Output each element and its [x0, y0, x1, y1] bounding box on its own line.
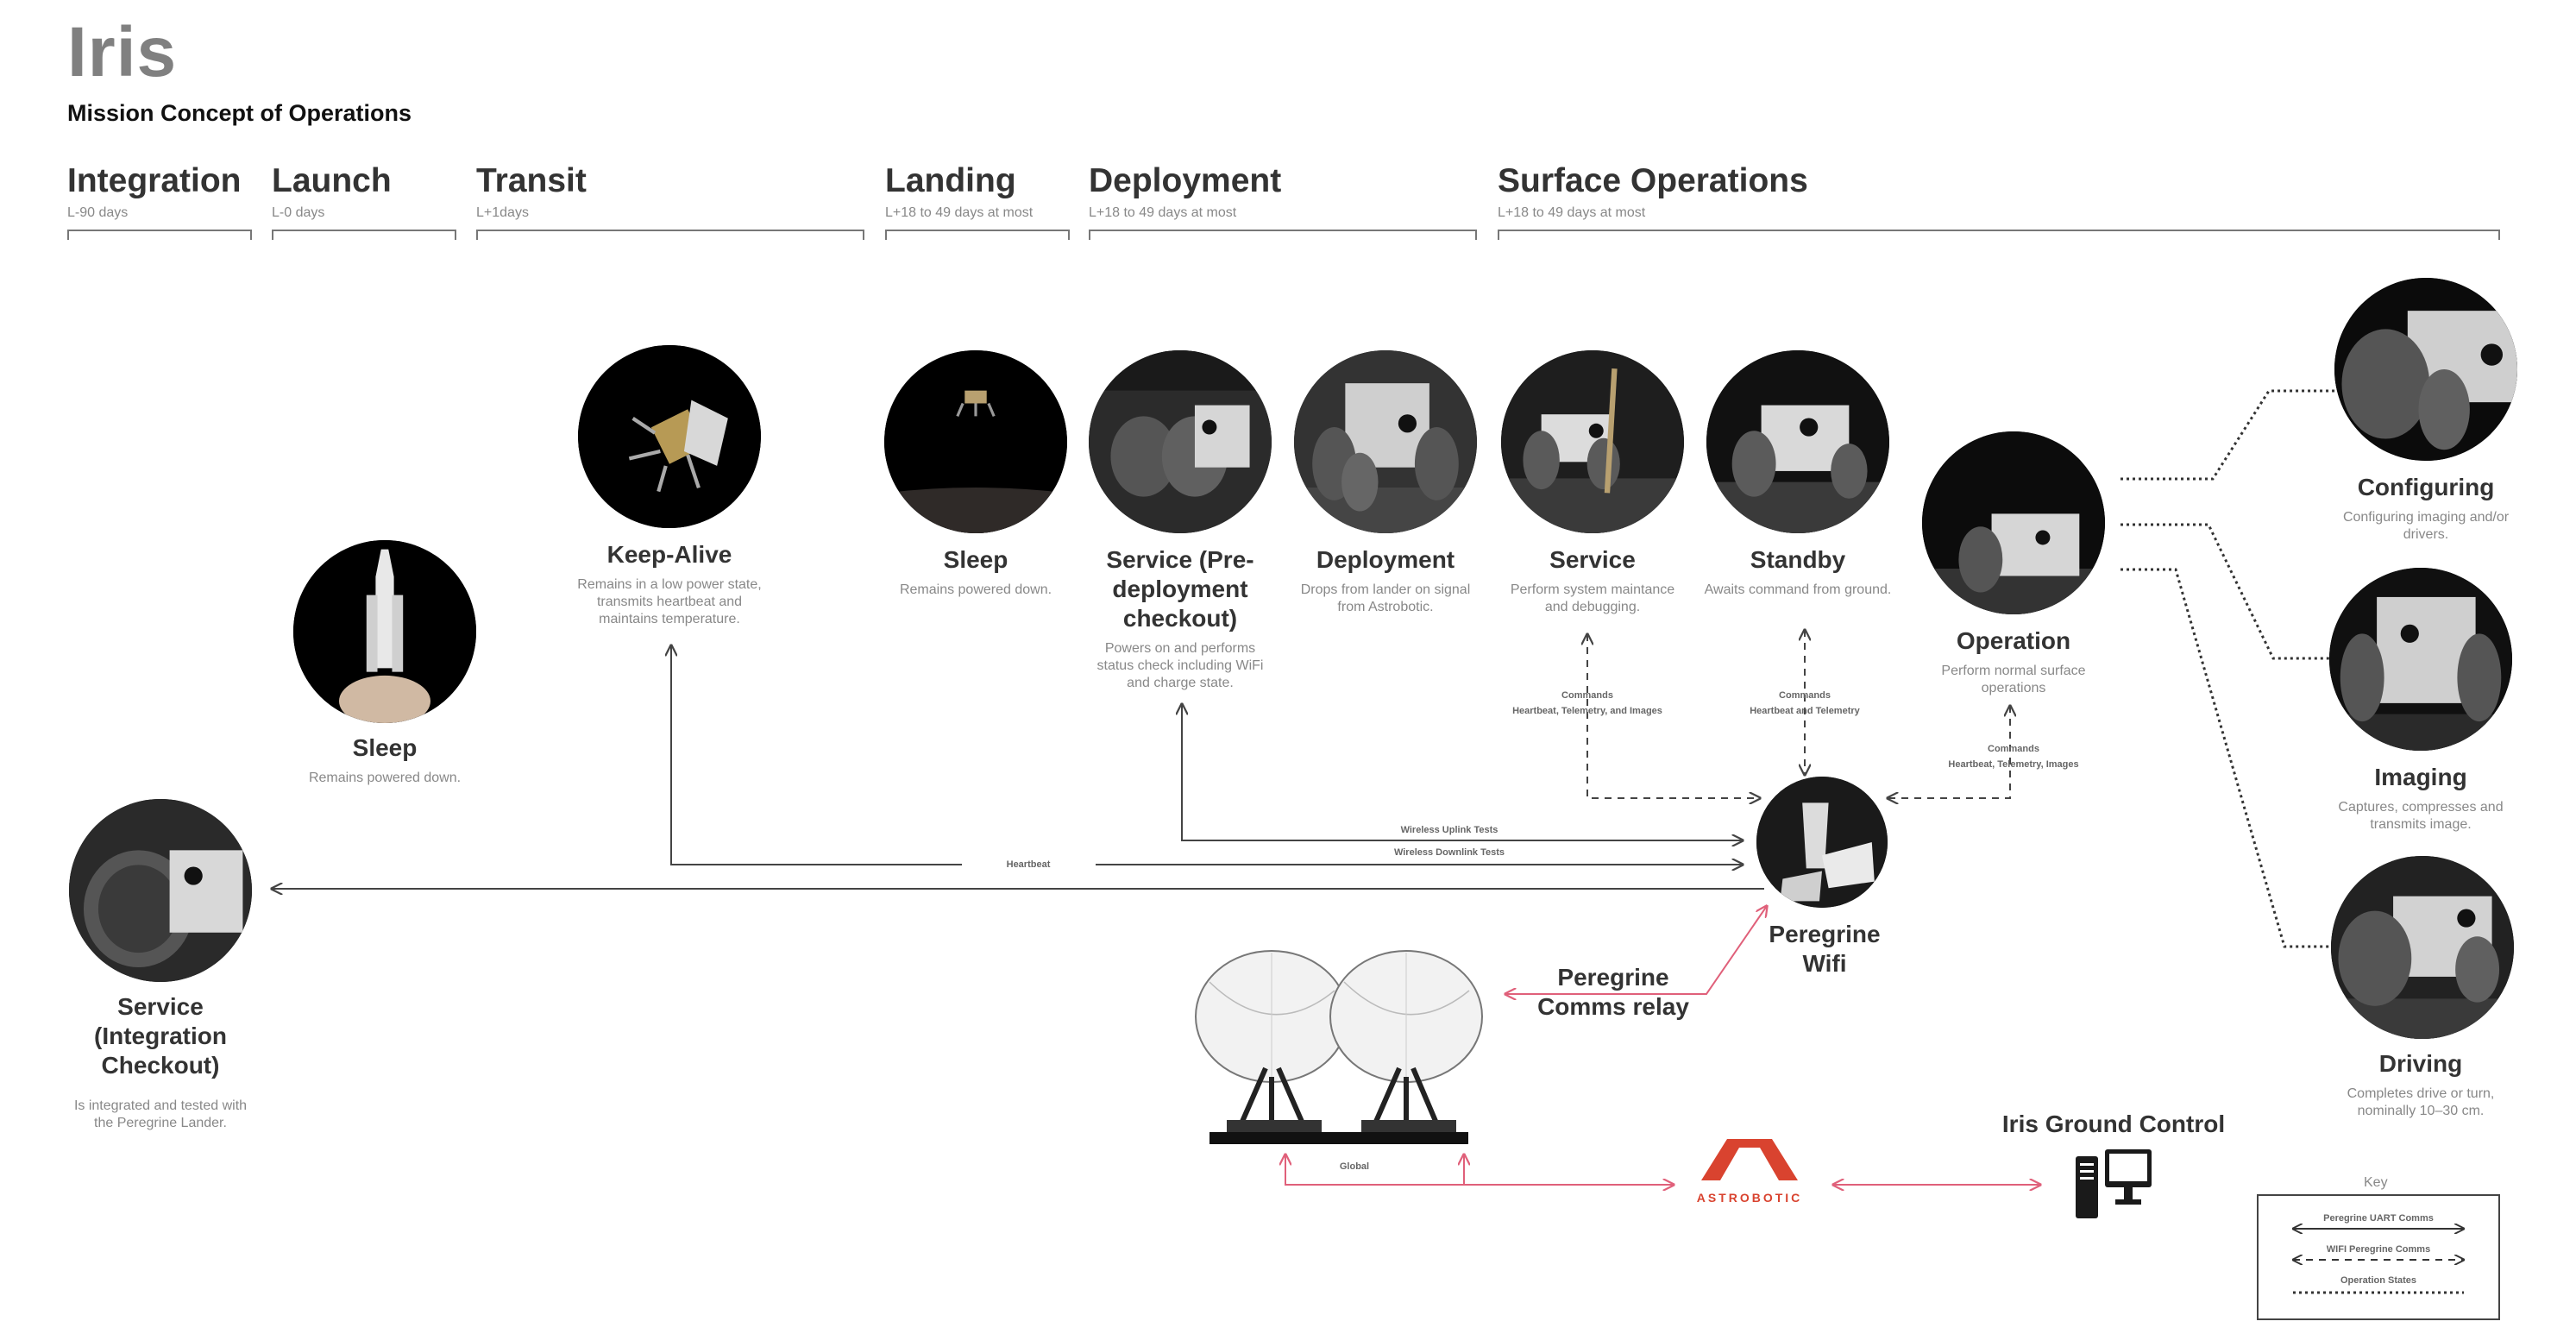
image-imaging — [2329, 568, 2512, 751]
phase-name: Surface Operations — [1498, 162, 1808, 199]
label-heartbeat: Heartbeat — [1006, 859, 1051, 870]
label-service-link: Heartbeat, Telemetry, and Images — [1512, 706, 1662, 716]
label-global: Global — [1339, 1161, 1370, 1172]
title-driving: Driving — [2378, 1050, 2463, 1077]
image-rocket-launch — [293, 540, 476, 723]
desc-driving: Completes drive or turn, nominally 10–30… — [2347, 1086, 2495, 1118]
phase-bracket — [885, 230, 1070, 240]
image-peregrine-wifi — [1756, 777, 1888, 908]
operation-wifi-link — [1888, 706, 2010, 798]
phase-days: L+18 to 49 days at most — [1498, 205, 1646, 220]
state-line-configuring — [2120, 389, 2340, 481]
title-peregrine-wifi: Peregrine Wifi — [1769, 921, 1881, 977]
key-title: Key — [2364, 1175, 2388, 1190]
astrobotic-logo-text: ASTROBOTIC — [1696, 1191, 1803, 1205]
relay-arrow-wifi — [1505, 906, 1767, 994]
phase-bracket — [1498, 230, 2500, 240]
title-sleep-launch: Sleep — [352, 734, 418, 761]
image-driving — [2331, 856, 2514, 1039]
desc-operation: Perform normal surface operations — [1941, 664, 2086, 695]
desc-service-surface: Perform system maintance and debugging. — [1510, 582, 1675, 614]
state-line-imaging — [2120, 523, 2329, 660]
title-sleep-landing: Sleep — [943, 546, 1008, 573]
desc-configuring: Configuring imaging and/or drivers. — [2342, 510, 2510, 542]
desc-sleep-launch: Remains powered down. — [308, 771, 462, 785]
image-operation — [1922, 431, 2105, 614]
desc-service-predeploy: Powers on and performs status check incl… — [1096, 641, 1264, 690]
desc-keep-alive: Remains in a low power state, transmits … — [577, 577, 762, 626]
image-deployment — [1294, 350, 1477, 533]
phase-days: L-90 days — [67, 205, 129, 220]
image-standby — [1706, 350, 1889, 533]
title-deployment: Deployment — [1316, 546, 1455, 573]
computer-icon — [2076, 1149, 2152, 1218]
image-service-integration — [69, 799, 252, 982]
relay-arrow-global — [1285, 1155, 1674, 1185]
heartbeat-line — [671, 645, 962, 865]
title-imaging: Imaging — [2374, 764, 2467, 790]
phase-days: L+18 to 49 days at most — [885, 205, 1034, 220]
label-downlink: Wireless Downlink Tests — [1393, 847, 1505, 858]
title-service-surface: Service — [1549, 546, 1636, 573]
desc-standby: Awaits command from ground. — [1704, 582, 1892, 597]
title-configuring: Configuring — [2357, 474, 2495, 500]
phase-launch: Launch L-0 days — [272, 162, 456, 240]
phase-name: Launch — [272, 162, 392, 199]
desc-deployment: Drops from lander on signal from Astrobo… — [1300, 582, 1471, 614]
phase-bracket — [272, 230, 456, 240]
label-commands-standby: Commands — [1779, 690, 1831, 701]
phase-name: Landing — [885, 162, 1016, 199]
phase-transit: Transit L+1days — [476, 162, 864, 240]
key-label-uart: Peregrine UART Comms — [2323, 1213, 2434, 1224]
key-label-states: Operation States — [2340, 1275, 2417, 1286]
label-commands-operation: Commands — [1988, 744, 2039, 754]
page-subtitle: Mission Concept of Operations — [67, 100, 412, 126]
image-configuring — [2334, 278, 2517, 461]
phase-name: Transit — [476, 162, 587, 199]
phase-days: L+18 to 49 days at most — [1089, 205, 1237, 220]
phase-bracket — [67, 230, 252, 240]
label-commands-service: Commands — [1561, 690, 1613, 701]
phase-name: Deployment — [1089, 162, 1282, 199]
key-swatches — [2259, 1196, 2498, 1294]
title-keep-alive: Keep-Alive — [606, 541, 732, 568]
label-operation-link: Heartbeat, Telemetry, Images — [1948, 759, 2079, 770]
key-label-wifi: WIFI Peregrine Comms — [2326, 1244, 2431, 1255]
phase-days: L-0 days — [272, 205, 325, 220]
image-service-surface — [1501, 350, 1684, 533]
uplink-line — [1182, 704, 1743, 840]
state-line-driving — [2120, 568, 2333, 948]
image-sleep-landing — [884, 350, 1067, 533]
astrobotic-logo-icon — [1701, 1139, 1798, 1180]
title-service-predeploy: Service (Pre-deployment checkout) — [1106, 546, 1254, 632]
title-ground-control: Iris Ground Control — [2001, 1111, 2226, 1137]
page-title: Iris — [67, 13, 178, 91]
service-wifi-link — [1587, 634, 1760, 798]
phase-bracket — [476, 230, 864, 240]
phase-surface-operations: Surface Operations L+18 to 49 days at mo… — [1498, 162, 2500, 240]
image-keep-alive — [578, 345, 761, 528]
image-service-predeploy — [1089, 350, 1272, 533]
phase-name: Integration — [67, 162, 242, 199]
title-operation: Operation — [1956, 627, 2071, 654]
title-comms-relay: Peregrine Comms relay — [1537, 964, 1689, 1020]
title-standby: Standby — [1750, 546, 1846, 573]
phase-bracket — [1089, 230, 1477, 240]
key-legend: Peregrine UART Comms WIFI Peregrine Comm… — [2257, 1194, 2500, 1320]
title-service-integration: Service (Integration Checkout) — [94, 993, 227, 1079]
phase-integration: Integration L-90 days — [67, 162, 252, 240]
satellite-dishes-icon — [1195, 950, 1483, 1144]
desc-sleep-landing: Remains powered down. — [899, 582, 1052, 597]
desc-imaging: Captures, compresses and transmits image… — [2338, 800, 2504, 832]
label-standby-link: Heartbeat and Telemetry — [1750, 706, 1860, 716]
phase-deployment: Deployment L+18 to 49 days at most — [1089, 162, 1477, 240]
label-uplink: Wireless Uplink Tests — [1400, 825, 1498, 835]
desc-service-integration: Is integrated and tested with the Peregr… — [73, 1098, 248, 1130]
phase-days: L+1days — [476, 205, 529, 220]
phase-landing: Landing L+18 to 49 days at most — [885, 162, 1070, 240]
